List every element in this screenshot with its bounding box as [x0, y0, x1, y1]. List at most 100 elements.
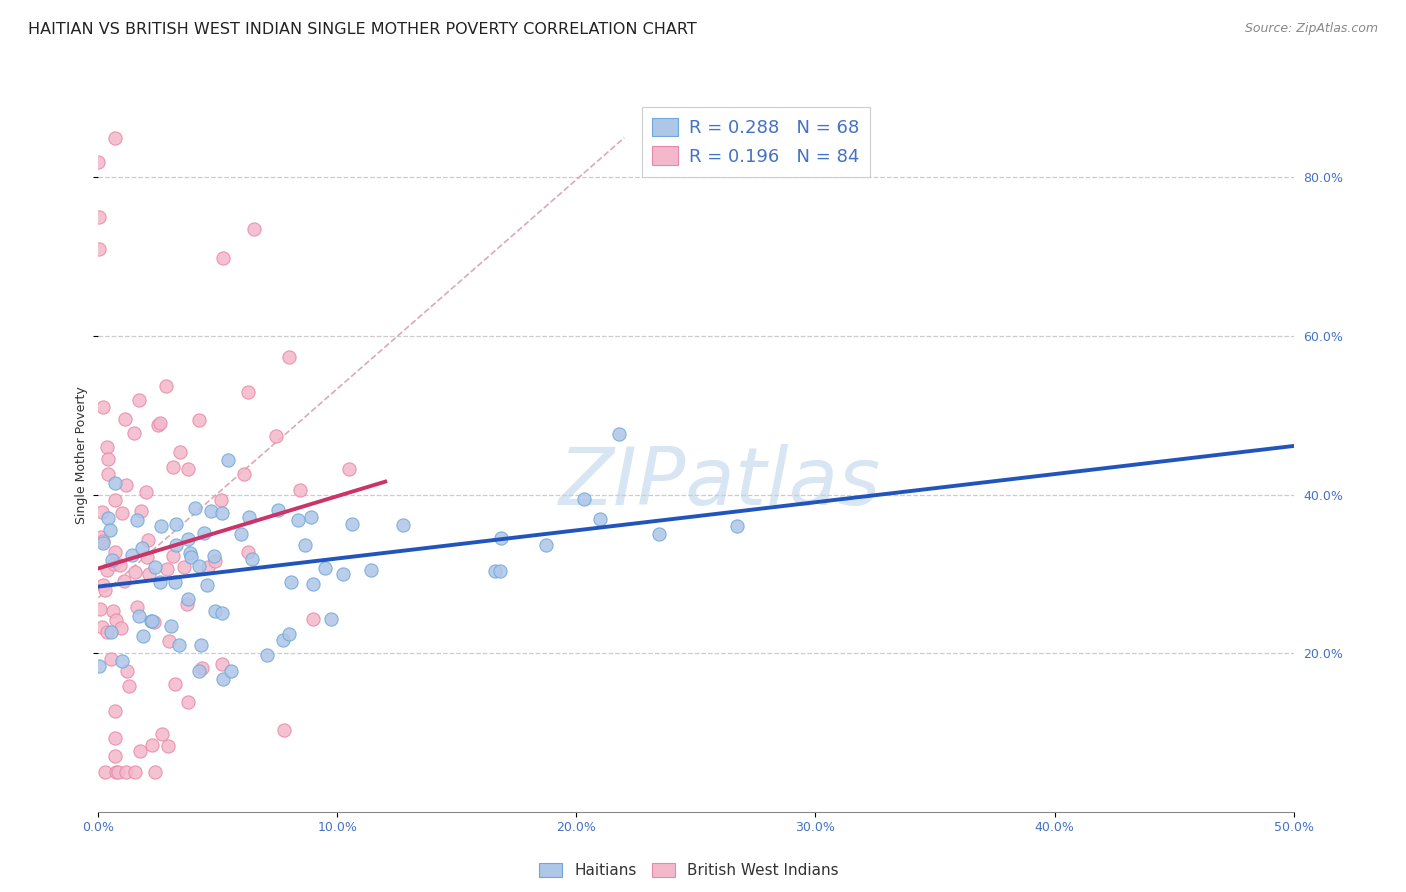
- Point: [204, 604, 226, 618]
- Point: [131, 541, 153, 555]
- Point: [115, 665, 138, 679]
- Point: [273, 633, 295, 648]
- Point: [163, 677, 186, 691]
- Point: [169, 445, 191, 459]
- Point: [104, 545, 127, 559]
- Point: [238, 544, 260, 558]
- Point: [96, 624, 118, 639]
- Point: [128, 393, 150, 408]
- Point: [167, 638, 190, 652]
- Point: [162, 459, 184, 474]
- Point: [314, 561, 336, 575]
- Point: [100, 624, 122, 639]
- Point: [211, 606, 233, 620]
- Text: ZIPatlas: ZIPatlas: [558, 444, 882, 523]
- Point: [87, 242, 110, 256]
- Point: [97, 467, 120, 482]
- Legend: R = 0.288   N = 68, R = 0.196   N = 84: R = 0.288 N = 68, R = 0.196 N = 84: [641, 107, 870, 177]
- Point: [112, 574, 135, 588]
- Point: [165, 517, 187, 532]
- Point: [217, 452, 239, 467]
- Point: [156, 739, 179, 754]
- Point: [176, 597, 198, 611]
- Point: [121, 548, 143, 562]
- Point: [319, 612, 342, 626]
- Point: [211, 493, 233, 508]
- Point: [103, 558, 125, 572]
- Point: [176, 695, 198, 709]
- Point: [100, 553, 122, 567]
- Point: [302, 576, 325, 591]
- Point: [149, 416, 172, 430]
- Point: [233, 467, 256, 482]
- Point: [91, 533, 114, 548]
- Point: [229, 527, 252, 541]
- Point: [101, 603, 124, 617]
- Point: [187, 413, 209, 427]
- Point: [184, 501, 207, 516]
- Point: [360, 563, 382, 577]
- Point: [93, 765, 115, 780]
- Point: [128, 744, 150, 758]
- Point: [266, 503, 288, 517]
- Point: [294, 538, 316, 552]
- Point: [163, 575, 186, 590]
- Point: [124, 565, 146, 579]
- Point: [193, 526, 215, 541]
- Text: HAITIAN VS BRITISH WEST INDIAN SINGLE MOTHER POVERTY CORRELATION CHART: HAITIAN VS BRITISH WEST INDIAN SINGLE MO…: [28, 22, 697, 37]
- Point: [150, 727, 173, 741]
- Point: [159, 634, 181, 648]
- Point: [115, 477, 138, 491]
- Point: [195, 578, 218, 592]
- Point: [179, 546, 201, 560]
- Point: [280, 574, 302, 589]
- Point: [191, 661, 214, 675]
- Point: [91, 536, 114, 550]
- Point: [89, 602, 111, 616]
- Point: [128, 609, 150, 624]
- Point: [204, 554, 226, 568]
- Point: [110, 621, 132, 635]
- Point: [221, 664, 243, 678]
- Point: [337, 462, 360, 476]
- Point: [87, 154, 110, 169]
- Point: [165, 538, 187, 552]
- Point: [97, 451, 120, 466]
- Point: [536, 538, 558, 552]
- Point: [238, 510, 260, 524]
- Point: [648, 527, 671, 541]
- Point: [211, 672, 233, 686]
- Point: [200, 504, 222, 518]
- Point: [150, 519, 173, 533]
- Legend: Haitians, British West Indians: Haitians, British West Indians: [533, 856, 845, 884]
- Point: [141, 739, 163, 753]
- Point: [278, 350, 301, 364]
- Point: [124, 765, 146, 780]
- Point: [211, 657, 233, 672]
- Point: [725, 519, 748, 533]
- Point: [607, 427, 630, 442]
- Point: [114, 765, 136, 780]
- Point: [108, 558, 131, 572]
- Point: [180, 550, 202, 565]
- Point: [143, 765, 166, 780]
- Point: [143, 560, 166, 574]
- Point: [332, 566, 354, 581]
- Point: [124, 425, 146, 440]
- Point: [287, 513, 309, 527]
- Point: [288, 483, 311, 498]
- Point: [104, 475, 127, 490]
- Point: [129, 504, 152, 518]
- Point: [277, 627, 299, 641]
- Y-axis label: Single Mother Poverty: Single Mother Poverty: [75, 386, 89, 524]
- Point: [127, 599, 149, 614]
- Point: [125, 513, 148, 527]
- Point: [488, 564, 510, 578]
- Point: [136, 533, 159, 547]
- Point: [177, 462, 200, 476]
- Point: [589, 512, 612, 526]
- Point: [98, 523, 121, 537]
- Point: [173, 560, 195, 574]
- Point: [91, 577, 114, 591]
- Point: [302, 612, 325, 626]
